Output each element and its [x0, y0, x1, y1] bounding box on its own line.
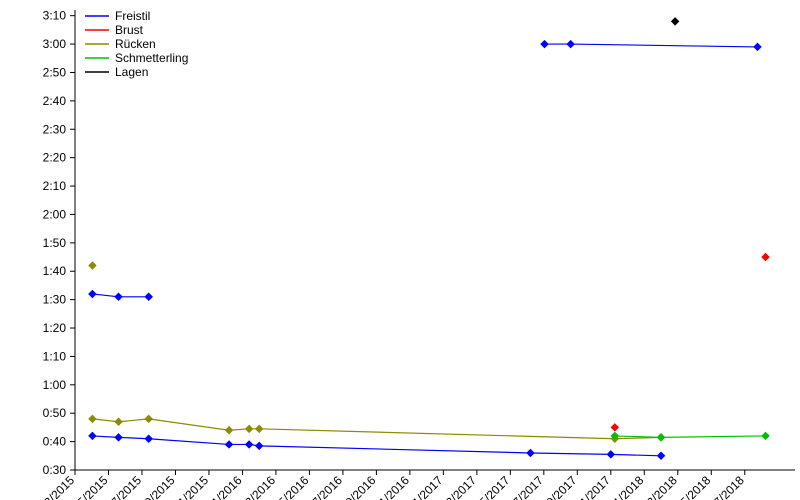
- x-tick-label: 05/2017: [472, 473, 513, 500]
- x-tick-label: 03/2016: [237, 473, 278, 500]
- data-point: [657, 452, 665, 460]
- y-tick-label: 2:50: [43, 65, 67, 79]
- y-tick-label: 1:10: [43, 349, 67, 363]
- x-tick-label: 07/2018: [706, 473, 747, 500]
- x-tick-label: 09/2017: [539, 473, 580, 500]
- y-tick-label: 2:30: [43, 122, 67, 136]
- legend-label: Lagen: [115, 65, 148, 79]
- series-lagen: [671, 17, 679, 25]
- series-line: [92, 419, 661, 439]
- series-rücken: [88, 261, 665, 443]
- data-point: [255, 425, 263, 433]
- legend-label: Brust: [115, 23, 144, 37]
- series-line: [545, 44, 758, 47]
- data-point: [88, 415, 96, 423]
- data-point: [144, 435, 152, 443]
- y-tick-label: 0:50: [43, 406, 67, 420]
- data-point: [144, 293, 152, 301]
- data-point: [607, 450, 615, 458]
- series-brust: [611, 253, 770, 432]
- y-tick-label: 2:00: [43, 207, 67, 221]
- series-schmetterling: [611, 432, 770, 442]
- x-tick-label: 07/2015: [104, 473, 145, 500]
- y-tick-label: 2:40: [43, 94, 67, 108]
- data-point: [225, 440, 233, 448]
- data-point: [114, 433, 122, 441]
- y-tick-label: 2:10: [43, 179, 67, 193]
- y-tick-label: 1:20: [43, 321, 67, 335]
- x-tick-label: 01/2017: [405, 473, 446, 500]
- series-freistil: [88, 40, 762, 460]
- series-line: [92, 436, 661, 456]
- x-tick-label: 09/2015: [137, 473, 178, 500]
- y-tick-label: 1:30: [43, 293, 67, 307]
- x-tick-label: 01/2018: [606, 473, 647, 500]
- legend-label: Freistil: [115, 9, 150, 23]
- data-point: [761, 432, 769, 440]
- swim-times-chart: 0:30 0:40 0:50 1:00 1:10 1:20 1:30 1:40 1:50 2:00…: [0, 0, 800, 500]
- data-point: [114, 293, 122, 301]
- data-point: [88, 432, 96, 440]
- data-point: [526, 449, 534, 457]
- data-point: [540, 40, 548, 48]
- data-point: [225, 426, 233, 434]
- x-tick-label: 11/2017: [573, 473, 613, 500]
- data-point: [611, 423, 619, 431]
- data-point: [144, 415, 152, 423]
- x-tick-label: 07/2017: [505, 473, 546, 500]
- data-point: [753, 43, 761, 51]
- data-point: [761, 253, 769, 261]
- x-tick-label: 01/2016: [204, 473, 245, 500]
- y-tick-label: 0:30: [43, 463, 67, 477]
- data-point: [657, 433, 665, 441]
- legend-label: Rücken: [115, 37, 156, 51]
- data-point: [245, 440, 253, 448]
- y-tick-label: 2:20: [43, 151, 67, 165]
- x-tick-label: 03/2017: [438, 473, 479, 500]
- x-tick-label: 07/2016: [304, 473, 345, 500]
- data-point: [245, 425, 253, 433]
- y-tick-label: 1:00: [43, 378, 67, 392]
- y-tick-label: 1:40: [43, 264, 67, 278]
- y-tick-label: 1:50: [43, 236, 67, 250]
- x-tick-label: 09/2016: [338, 473, 379, 500]
- x-tick-label: 11/2015: [171, 473, 211, 500]
- data-point: [88, 290, 96, 298]
- y-tick-label: 3:10: [43, 9, 67, 23]
- y-tick-label: 0:40: [43, 435, 67, 449]
- legend-label: Schmetterling: [115, 51, 188, 65]
- data-point: [566, 40, 574, 48]
- x-tick-label: 03/2018: [639, 473, 680, 500]
- x-tick-label: 05/2016: [271, 473, 312, 500]
- legend: FreistilBrustRückenSchmetterlingLagen: [85, 9, 188, 79]
- x-tick-label: 03/2015: [37, 473, 78, 500]
- x-tick-label: 05/2018: [673, 473, 714, 500]
- x-tick-label: 11/2016: [372, 473, 412, 500]
- y-tick-label: 3:00: [43, 37, 67, 51]
- data-point: [255, 442, 263, 450]
- x-tick-label: 05/2015: [70, 473, 111, 500]
- series-line: [615, 436, 766, 437]
- data-point: [114, 417, 122, 425]
- data-point: [88, 261, 96, 269]
- data-point: [671, 17, 679, 25]
- plot-area: [88, 17, 770, 460]
